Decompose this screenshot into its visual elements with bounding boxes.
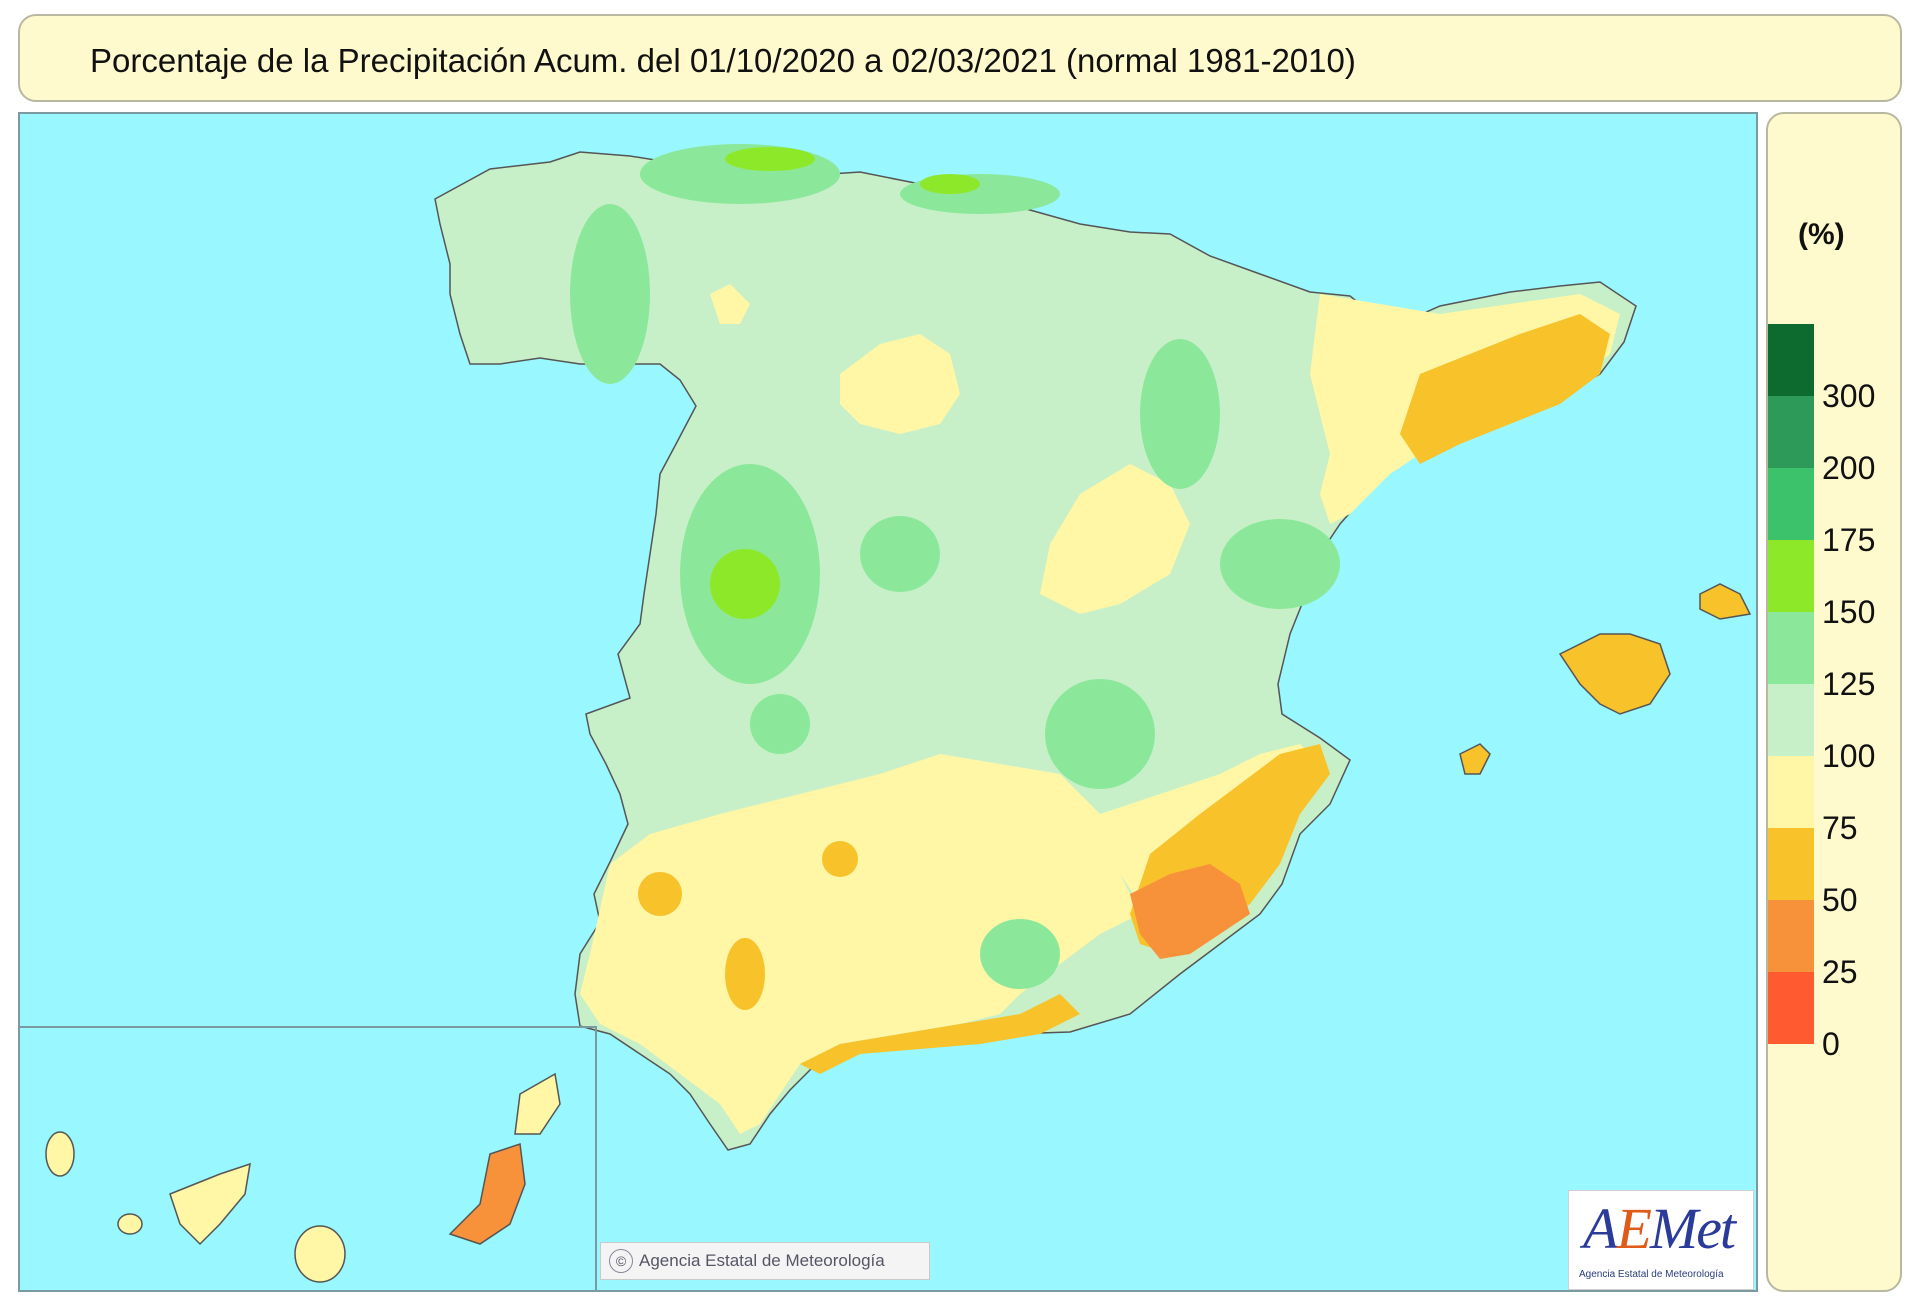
ibiza (1459, 743, 1491, 775)
legend-swatch (1768, 828, 1814, 900)
green-area (750, 694, 810, 754)
aemet-logo: AEMet Agencia Estatal de Meteorología (1568, 1190, 1754, 1290)
green-area (860, 516, 940, 592)
copyright-icon: © (609, 1249, 633, 1273)
southeast-red-area (1130, 864, 1250, 959)
map-title: Porcentaje de la Precipitación Acum. del… (90, 42, 1356, 79)
orange-spot (725, 938, 765, 1010)
green-area (570, 204, 650, 384)
lime-area (710, 549, 780, 619)
legend-label: 200 (1822, 450, 1876, 486)
aemet-wordmark: AEMet (1583, 1196, 1736, 1261)
legend-label: 25 (1822, 954, 1858, 990)
legend-swatch (1768, 468, 1814, 540)
legend-label: 125 (1822, 666, 1876, 702)
orange-spot (638, 872, 682, 916)
lime-area (920, 174, 980, 194)
map-panel: © Agencia Estatal de Meteorología AEMet … (18, 112, 1758, 1292)
small-yellow-area (710, 284, 750, 324)
legend-label: 75 (1822, 810, 1858, 846)
map-credit: © Agencia Estatal de Meteorología (600, 1242, 930, 1280)
legend-swatch (1768, 900, 1814, 972)
legend-swatch (1768, 324, 1814, 396)
canary-islands-inset (45, 1072, 561, 1283)
canary-islands-frame (20, 1026, 597, 1290)
legend-panel: (%) 300 200 175 150 125 100 75 50 25 0 (1766, 112, 1902, 1292)
legend-label: 300 (1822, 378, 1876, 414)
south-dry-area (580, 754, 1140, 1134)
title-panel: Porcentaje de la Precipitación Acum. del… (18, 14, 1902, 102)
legend-swatch (1768, 396, 1814, 468)
legend-label: 150 (1822, 594, 1876, 630)
green-area (980, 919, 1060, 989)
mallorca (1558, 633, 1671, 715)
aemet-subtitle: Agencia Estatal de Meteorología (1579, 1269, 1724, 1280)
south-coast-orange-area (800, 994, 1080, 1074)
lime-area (725, 147, 815, 171)
legend-label: 175 (1822, 522, 1876, 558)
green-area (1045, 679, 1155, 789)
north-center-yellow-area (840, 334, 960, 434)
credit-text: Agencia Estatal de Meteorología (639, 1251, 885, 1270)
legend-swatch (1768, 756, 1814, 828)
legend-unit: (%) (1798, 218, 1845, 251)
precipitation-map (45, 144, 1752, 1283)
menorca (1699, 583, 1752, 620)
green-area (1220, 519, 1340, 609)
legend-swatch (1768, 972, 1814, 1044)
orange-spot (822, 841, 858, 877)
center-yellow-area (1040, 464, 1190, 614)
legend-label: 100 (1822, 738, 1876, 774)
legend-swatch (1768, 540, 1814, 612)
catalonia-orange-area (1400, 314, 1610, 464)
legend-swatch (1768, 612, 1814, 684)
legend-label: 50 (1822, 882, 1858, 918)
legend-label: 0 (1822, 1026, 1840, 1062)
green-area (1140, 339, 1220, 489)
legend-swatch (1768, 684, 1814, 756)
